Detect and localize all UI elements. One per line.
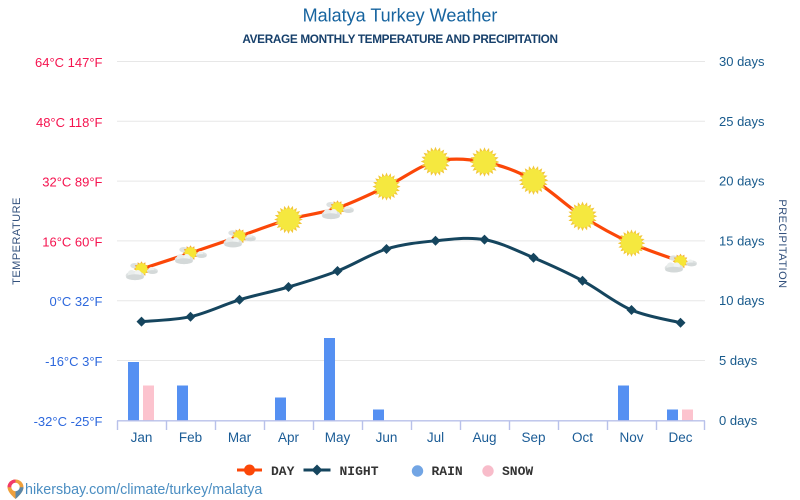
svg-text:Jul: Jul bbox=[427, 430, 444, 445]
svg-text:PRECIPITATION: PRECIPITATION bbox=[776, 199, 788, 288]
svg-text:Oct: Oct bbox=[572, 430, 593, 445]
svg-text:SNOW: SNOW bbox=[502, 464, 533, 479]
svg-text:-32°C -25°F: -32°C -25°F bbox=[34, 414, 103, 429]
svg-text:10 days: 10 days bbox=[719, 293, 765, 308]
svg-text:5 days: 5 days bbox=[719, 353, 758, 368]
svg-text:48°C 118°F: 48°C 118°F bbox=[36, 115, 103, 130]
svg-text:Aug: Aug bbox=[472, 430, 496, 445]
svg-text:25 days: 25 days bbox=[719, 114, 765, 129]
svg-text:Nov: Nov bbox=[619, 430, 643, 445]
svg-text:16°C 60°F: 16°C 60°F bbox=[42, 234, 102, 249]
svg-text:32°C 89°F: 32°C 89°F bbox=[42, 175, 102, 190]
svg-text:Feb: Feb bbox=[179, 430, 202, 445]
svg-text:64°C 147°F: 64°C 147°F bbox=[35, 55, 103, 70]
svg-text:30 days: 30 days bbox=[719, 54, 765, 69]
svg-text:Apr: Apr bbox=[278, 430, 300, 445]
svg-text:hikersbay.com/climate/turkey/m: hikersbay.com/climate/turkey/malatya bbox=[25, 482, 262, 498]
svg-text:Mar: Mar bbox=[228, 430, 252, 445]
svg-text:NIGHT: NIGHT bbox=[340, 464, 379, 479]
svg-text:TEMPERATURE: TEMPERATURE bbox=[11, 197, 23, 285]
svg-text:15 days: 15 days bbox=[719, 233, 765, 248]
svg-text:AVERAGE MONTHLY TEMPERATURE AN: AVERAGE MONTHLY TEMPERATURE AND PRECIPIT… bbox=[242, 32, 557, 46]
svg-text:May: May bbox=[325, 430, 351, 445]
svg-text:0°C 32°F: 0°C 32°F bbox=[49, 294, 102, 309]
svg-text:-16°C 3°F: -16°C 3°F bbox=[45, 354, 102, 369]
svg-text:Malatya Turkey Weather: Malatya Turkey Weather bbox=[303, 6, 498, 26]
svg-text:20 days: 20 days bbox=[719, 174, 765, 189]
svg-text:DAY: DAY bbox=[271, 464, 295, 479]
svg-text:Jun: Jun bbox=[376, 430, 398, 445]
svg-text:0 days: 0 days bbox=[719, 413, 758, 428]
svg-text:RAIN: RAIN bbox=[432, 464, 463, 479]
svg-text:Dec: Dec bbox=[668, 430, 692, 445]
svg-text:Jan: Jan bbox=[131, 430, 153, 445]
svg-text:Sep: Sep bbox=[521, 430, 545, 445]
